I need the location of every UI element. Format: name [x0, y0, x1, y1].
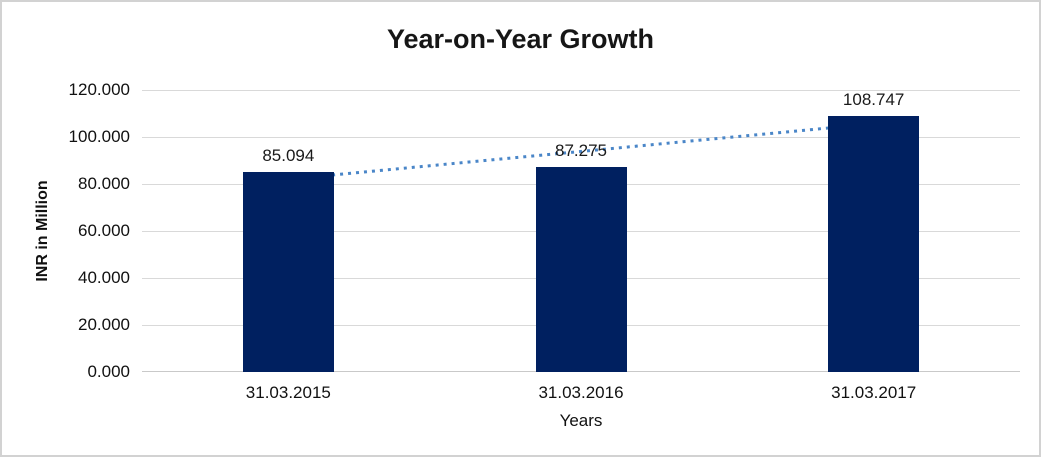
bar-31.03.2015: [242, 172, 334, 372]
y-tick-label: 0.000: [87, 362, 130, 381]
data-label: 85.094: [262, 146, 315, 166]
y-tick-label: 100.000: [68, 127, 130, 146]
trendline: [284, 122, 870, 182]
bar-31.03.2016: [535, 166, 627, 372]
data-label: 87.275: [555, 140, 607, 160]
gridline: [142, 136, 1020, 138]
data-label: 108.747: [842, 90, 905, 110]
gridline: [142, 89, 1020, 91]
plot-area: 85.094 87.275 108.747: [142, 89, 1020, 372]
x-tick-label: 31.03.2015: [245, 383, 331, 402]
trendline-path: [284, 122, 870, 182]
y-tick-label: 120.000: [68, 80, 130, 99]
x-axis-title: Years: [559, 411, 603, 430]
y-tick-label: 40.000: [78, 268, 130, 287]
y-tick-label: 80.000: [78, 174, 130, 193]
y-tick-label: 60.000: [78, 221, 130, 240]
y-tick-label: 20.000: [78, 315, 130, 334]
bar-31.03.2017: [828, 116, 920, 372]
x-tick-label: 31.03.2017: [831, 383, 917, 402]
chart-title: Year-on-Year Growth: [386, 24, 655, 54]
x-tick-label: 31.03.2016: [538, 383, 624, 402]
